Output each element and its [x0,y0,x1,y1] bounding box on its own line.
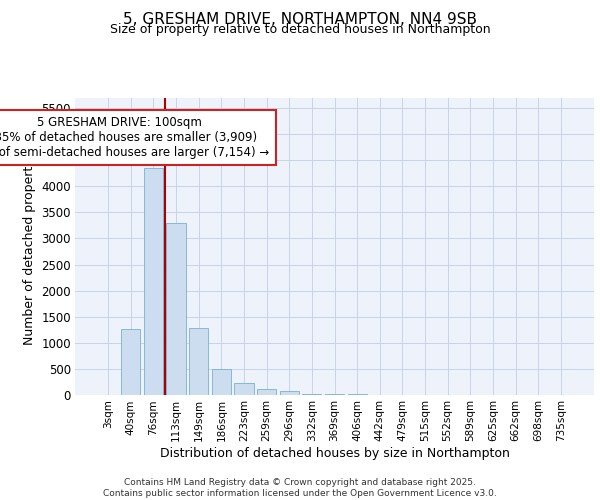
Text: 5 GRESHAM DRIVE: 100sqm
← 35% of detached houses are smaller (3,909)
65% of semi: 5 GRESHAM DRIVE: 100sqm ← 35% of detache… [0,116,269,159]
Bar [325,394,344,395]
Bar [347,394,367,395]
Text: 5, GRESHAM DRIVE, NORTHAMPTON, NN4 9SB: 5, GRESHAM DRIVE, NORTHAMPTON, NN4 9SB [123,12,477,28]
Bar [302,394,322,395]
Text: Contains HM Land Registry data © Crown copyright and database right 2025.
Contai: Contains HM Land Registry data © Crown c… [103,478,497,498]
Bar [212,369,231,395]
Bar [235,383,254,395]
X-axis label: Distribution of detached houses by size in Northampton: Distribution of detached houses by size … [160,447,509,460]
Bar [189,328,208,395]
Text: Size of property relative to detached houses in Northampton: Size of property relative to detached ho… [110,24,490,36]
Bar [144,168,163,395]
Y-axis label: Number of detached properties: Number of detached properties [23,148,35,345]
Bar [257,390,276,395]
Bar [121,328,140,395]
Bar [166,223,186,395]
Bar [280,391,299,395]
